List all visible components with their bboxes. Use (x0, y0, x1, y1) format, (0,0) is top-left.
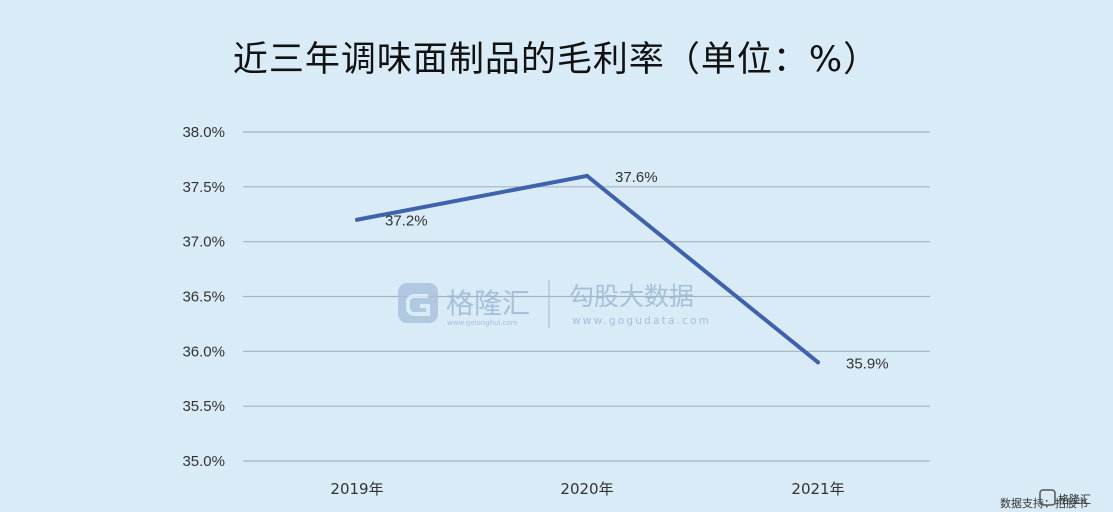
chart-title: 近三年调味面制品的毛利率（单位：%） (233, 40, 879, 80)
data-point (816, 360, 820, 365)
y-tick-label: 35.5% (182, 398, 225, 415)
x-tick-label: 2019年 (330, 480, 383, 498)
watermark-product-url: www.gogudata.com (572, 315, 711, 327)
watermark: 格隆汇 www.gelonghui.com 勾股大数据 www.gogudata… (398, 280, 711, 328)
series-line (355, 173, 820, 365)
y-tick-label: 36.5% (182, 289, 225, 306)
y-tick-label: 37.5% (182, 179, 225, 196)
x-tick-label: 2020年 (560, 480, 613, 498)
source-note: 数据支持：招股书 (1000, 496, 1088, 510)
data-label: 37.6% (615, 169, 658, 186)
series (355, 173, 820, 365)
watermark-brand: 格隆汇 (446, 287, 530, 320)
x-axis-ticks: 2019年 2020年 2021年 (330, 480, 844, 498)
watermark-product: 勾股大数据 (569, 282, 694, 311)
y-axis-ticks: 38.0% 37.5% 37.0% 36.5% 36.0% 35.5% 35.0% (182, 124, 225, 470)
grid-lines (243, 131, 930, 462)
footer-logo-icon (1039, 489, 1056, 506)
footer-logo: 格隆汇 (1039, 489, 1091, 506)
y-tick-label: 36.0% (182, 343, 225, 360)
footer-logo-text: 格隆汇 (1058, 492, 1091, 506)
data-point (355, 217, 359, 222)
y-tick-label: 35.0% (182, 453, 225, 470)
data-point (585, 173, 589, 178)
data-label: 35.9% (846, 355, 889, 372)
gelonghui-logo-icon (398, 283, 438, 323)
x-tick-label: 2021年 (791, 480, 844, 498)
watermark-brand-url: www.gelonghui.com (447, 319, 518, 327)
data-label: 37.2% (385, 213, 428, 230)
y-tick-label: 38.0% (182, 124, 225, 141)
y-tick-label: 37.0% (182, 234, 225, 251)
data-labels: 37.2% 37.6% 35.9% (385, 169, 889, 372)
